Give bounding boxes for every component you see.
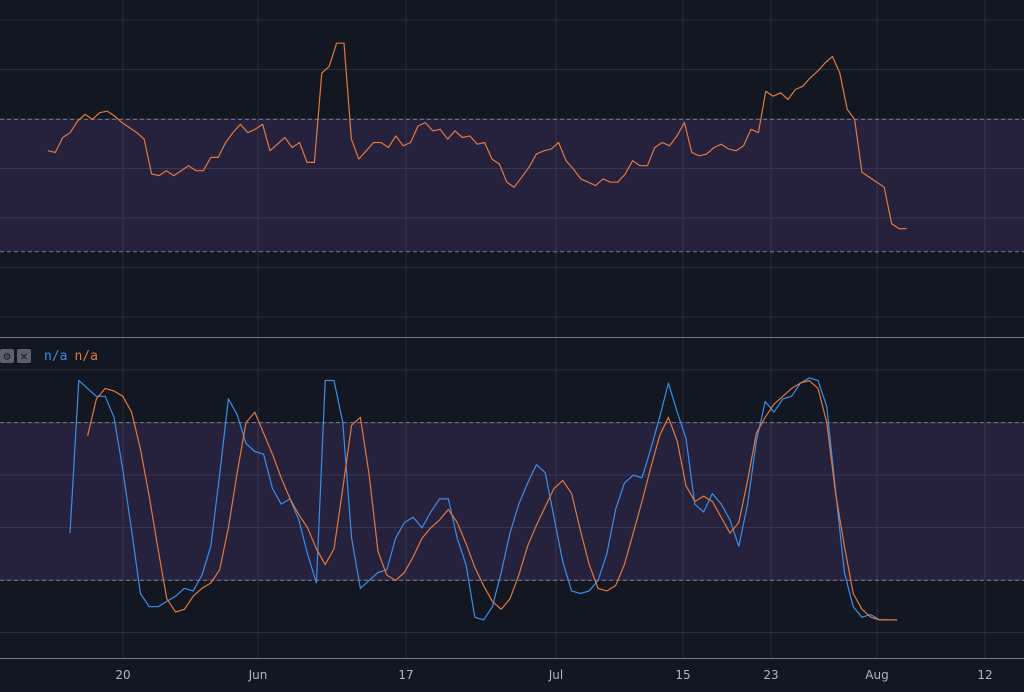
- stoch-k-line: [69, 377, 889, 621]
- x-tick-label: 23: [763, 668, 778, 682]
- indicator-legend: ⚙ ✕ n/a n/a: [0, 347, 98, 365]
- rsi-line: [47, 42, 907, 230]
- rsi-panel[interactable]: [0, 42, 1024, 253]
- gear-icon[interactable]: ⚙: [0, 349, 14, 363]
- x-tick-label: Jun: [248, 668, 268, 682]
- x-tick-label: 17: [398, 668, 413, 682]
- stoch-d-line: [87, 379, 898, 621]
- k-value-label: n/a: [44, 348, 68, 364]
- x-tick-label: 15: [675, 668, 690, 682]
- stoch-panel[interactable]: [0, 377, 1024, 621]
- time-axis[interactable]: 20 Jun 17 Jul 15 23 Aug 12: [115, 668, 992, 682]
- close-icon[interactable]: ✕: [17, 349, 31, 363]
- x-tick-label: 12: [977, 668, 992, 682]
- d-value-label: n/a: [74, 348, 98, 364]
- band-background: [0, 422, 1024, 581]
- x-tick-label: Jul: [548, 668, 563, 682]
- x-tick-label: Aug: [865, 668, 888, 682]
- x-tick-label: 20: [115, 668, 130, 682]
